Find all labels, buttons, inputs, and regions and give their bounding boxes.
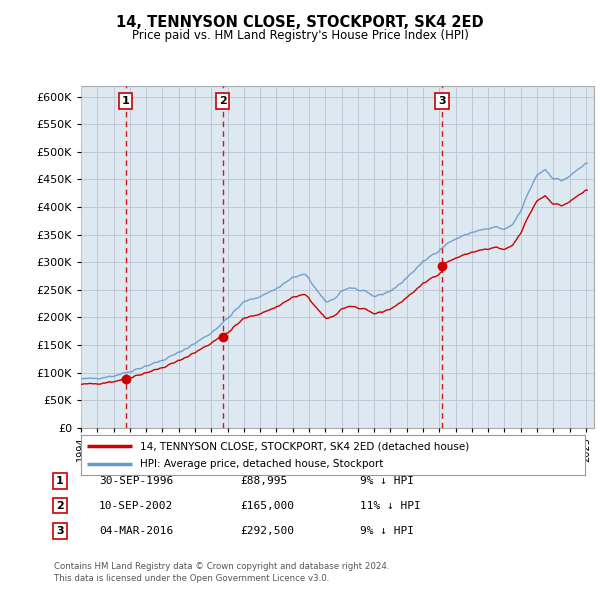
Text: 11% ↓ HPI: 11% ↓ HPI: [360, 501, 421, 510]
Text: 3: 3: [438, 96, 446, 106]
Text: 2: 2: [56, 501, 64, 510]
Text: 2: 2: [218, 96, 226, 106]
Text: This data is licensed under the Open Government Licence v3.0.: This data is licensed under the Open Gov…: [54, 574, 329, 583]
Text: HPI: Average price, detached house, Stockport: HPI: Average price, detached house, Stoc…: [140, 458, 383, 468]
Text: 9% ↓ HPI: 9% ↓ HPI: [360, 476, 414, 486]
Text: 14, TENNYSON CLOSE, STOCKPORT, SK4 2ED (detached house): 14, TENNYSON CLOSE, STOCKPORT, SK4 2ED (…: [140, 441, 469, 451]
Text: £88,995: £88,995: [240, 476, 287, 486]
Text: £165,000: £165,000: [240, 501, 294, 510]
Text: 1: 1: [56, 476, 64, 486]
Text: 14, TENNYSON CLOSE, STOCKPORT, SK4 2ED: 14, TENNYSON CLOSE, STOCKPORT, SK4 2ED: [116, 15, 484, 30]
Text: 10-SEP-2002: 10-SEP-2002: [99, 501, 173, 510]
Text: 30-SEP-1996: 30-SEP-1996: [99, 476, 173, 486]
Text: 04-MAR-2016: 04-MAR-2016: [99, 526, 173, 536]
Text: Price paid vs. HM Land Registry's House Price Index (HPI): Price paid vs. HM Land Registry's House …: [131, 30, 469, 42]
Text: Contains HM Land Registry data © Crown copyright and database right 2024.: Contains HM Land Registry data © Crown c…: [54, 562, 389, 571]
Text: 3: 3: [56, 526, 64, 536]
Text: £292,500: £292,500: [240, 526, 294, 536]
Text: 9% ↓ HPI: 9% ↓ HPI: [360, 526, 414, 536]
Text: 1: 1: [122, 96, 130, 106]
